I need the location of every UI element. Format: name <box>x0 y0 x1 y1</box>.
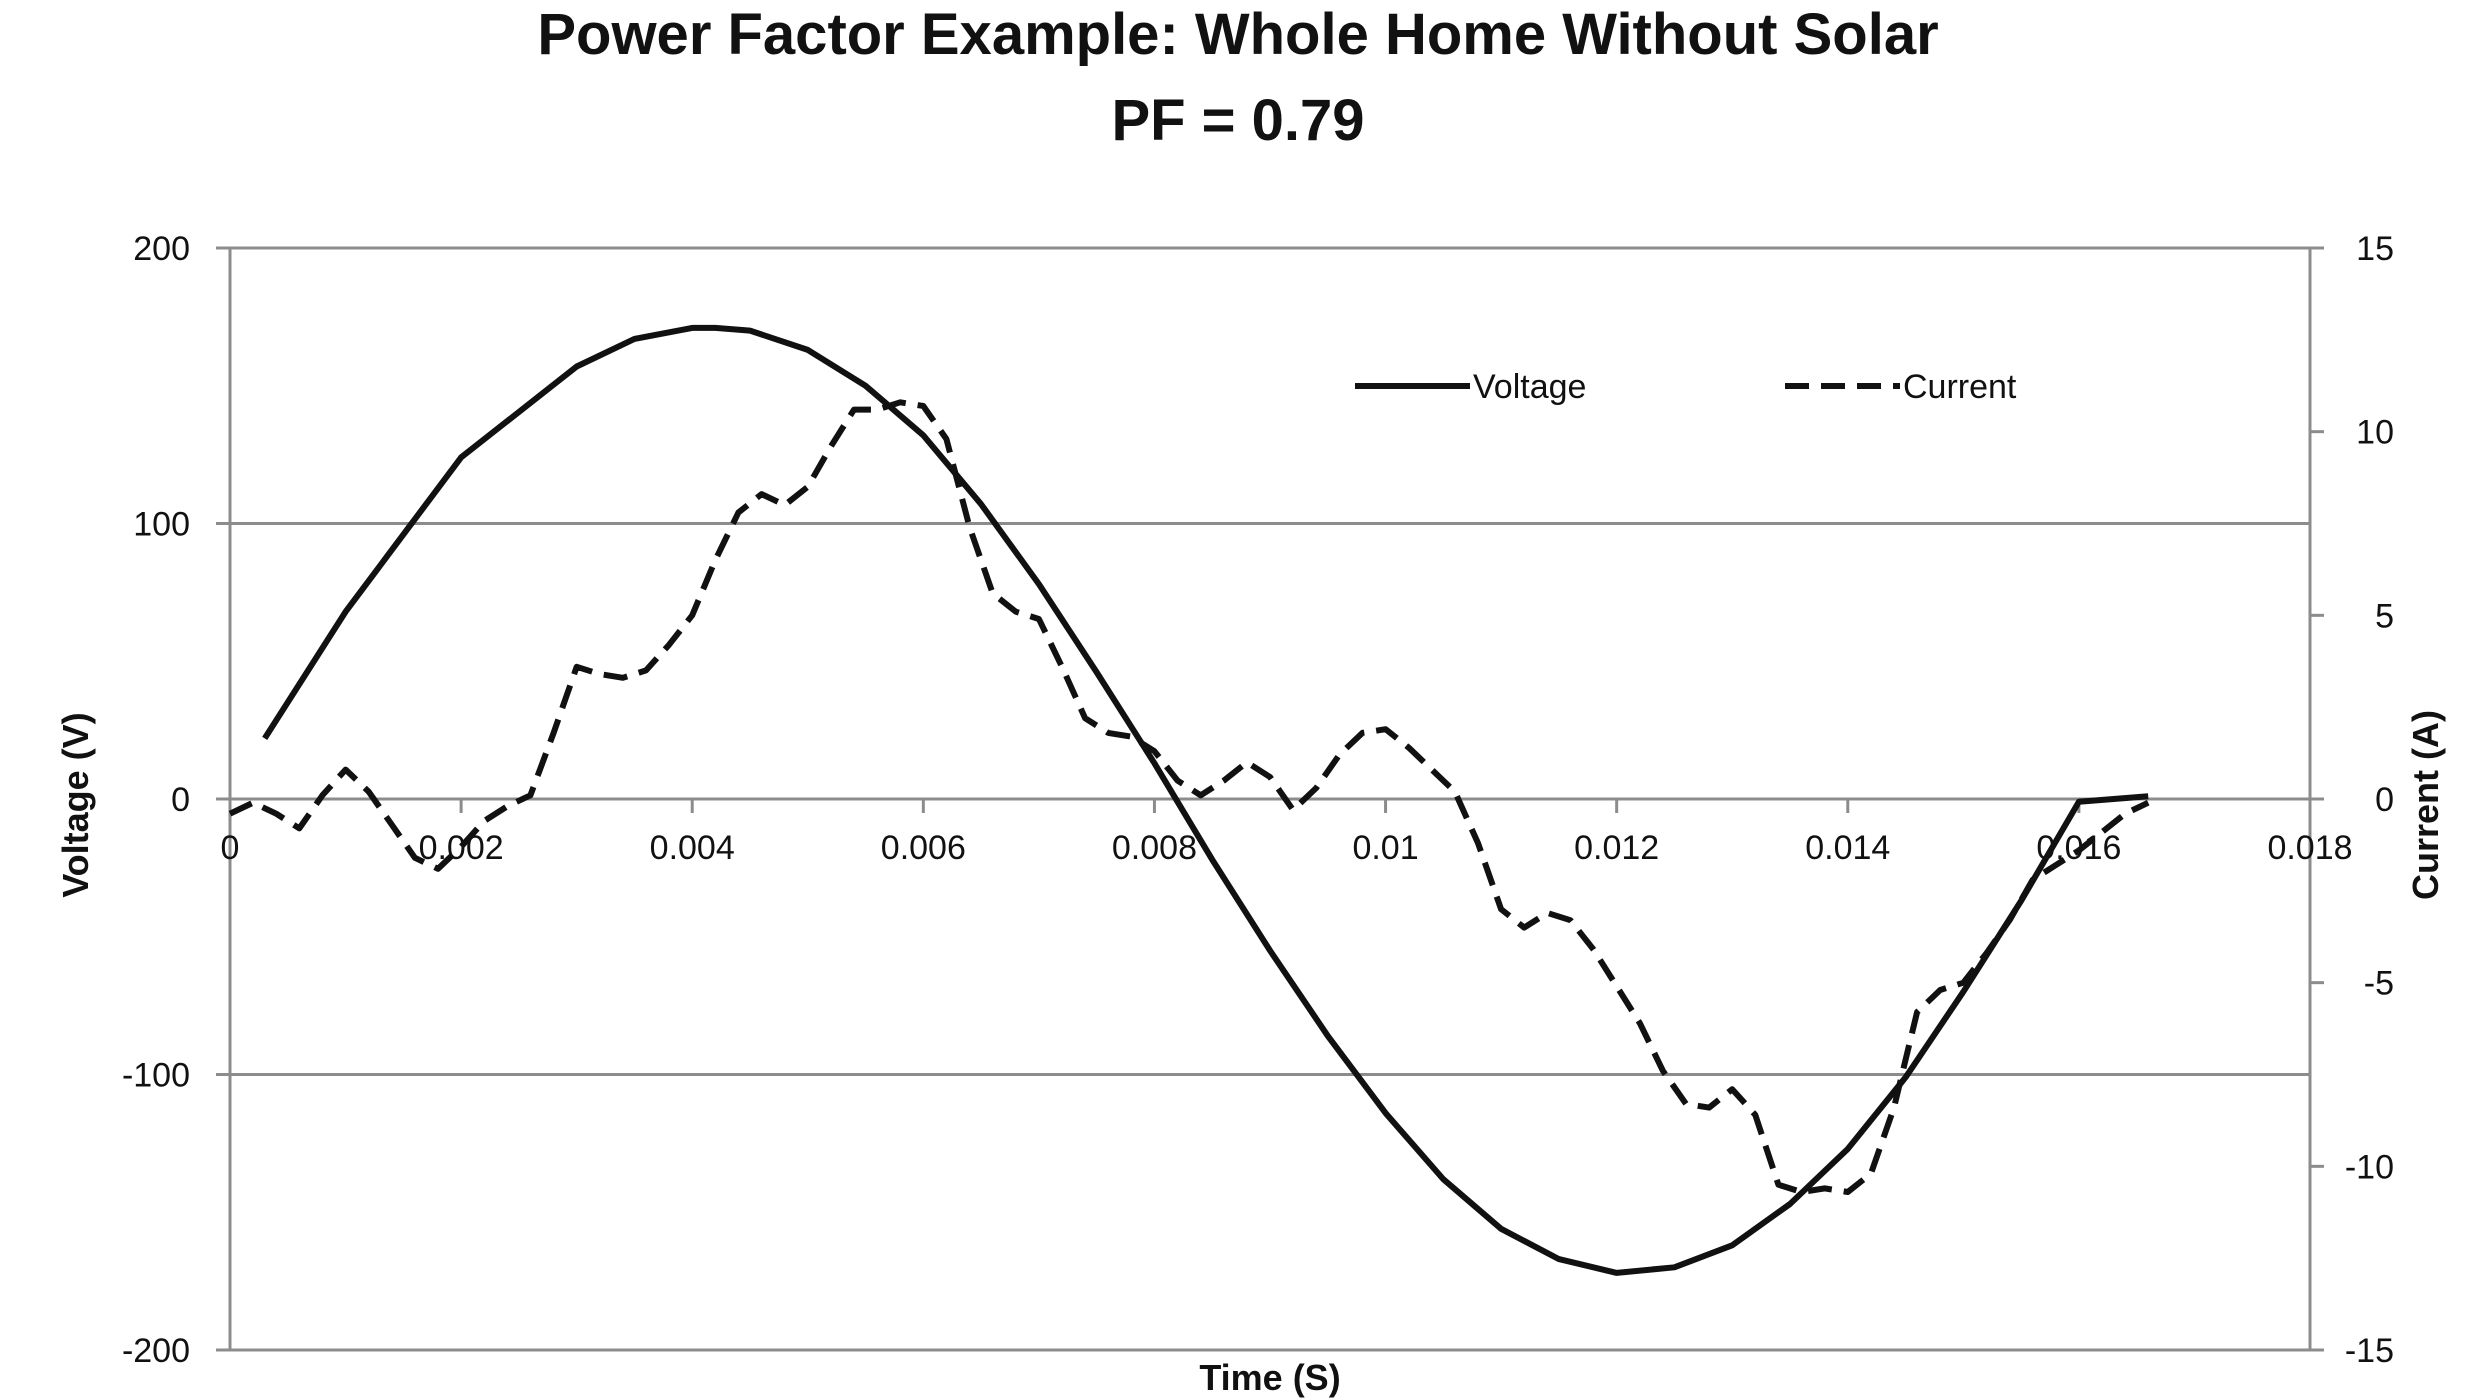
axes-layer <box>216 246 2324 1352</box>
x-tick-label: 0.01 <box>1352 829 1418 867</box>
y-tick-label: 200 <box>133 230 190 268</box>
y2-tick-label: -5 <box>2364 965 2394 1003</box>
legend: Voltage Current <box>1355 368 2017 406</box>
y-axis-title: Voltage (V) <box>55 712 96 897</box>
chart-title: Power Factor Example: Whole Home Without… <box>537 2 1939 67</box>
series-layer <box>228 324 2150 1276</box>
x-tick-label: 0.018 <box>2267 829 2352 867</box>
y-tick-label: 100 <box>133 506 190 544</box>
x-tick-label: 0.004 <box>650 829 735 867</box>
x-axis-title: Time (S) <box>1199 1357 1340 1398</box>
y2-tick-label: -10 <box>2345 1148 2394 1186</box>
y-tick-label: 0 <box>171 781 190 819</box>
y2-tick-label: 5 <box>2375 597 2394 635</box>
x-tick-label: 0.016 <box>2036 829 2121 867</box>
series-line-current <box>228 399 2150 1195</box>
legend-label-voltage: Voltage <box>1473 368 1586 406</box>
chart-subtitle: PF = 0.79 <box>1111 88 1365 153</box>
x-tick-label: 0 <box>221 829 240 867</box>
x-tick-label: 0.002 <box>419 829 504 867</box>
grid-layer <box>230 246 2310 1352</box>
x-tick-label: 0.014 <box>1805 829 1890 867</box>
y2-axis-title: Current (A) <box>2405 710 2446 900</box>
x-tick-label: 0.012 <box>1574 829 1659 867</box>
labels-layer: 200 100 0 -100 -200 15 10 5 0 -5 -10 -15 0 0.002 0.004… <box>122 230 2394 1370</box>
y2-tick-label: 10 <box>2356 414 2394 452</box>
series-line-voltage <box>262 324 2149 1276</box>
y-tick-label: -200 <box>122 1332 190 1370</box>
legend-label-current: Current <box>1903 368 2017 406</box>
y2-tick-label: 0 <box>2375 781 2394 819</box>
x-tick-label: 0.006 <box>881 829 966 867</box>
y-tick-label: -100 <box>122 1057 190 1095</box>
y2-tick-label: -15 <box>2345 1332 2394 1370</box>
x-tick-label: 0.008 <box>1112 829 1197 867</box>
y2-tick-label: 15 <box>2356 230 2394 268</box>
